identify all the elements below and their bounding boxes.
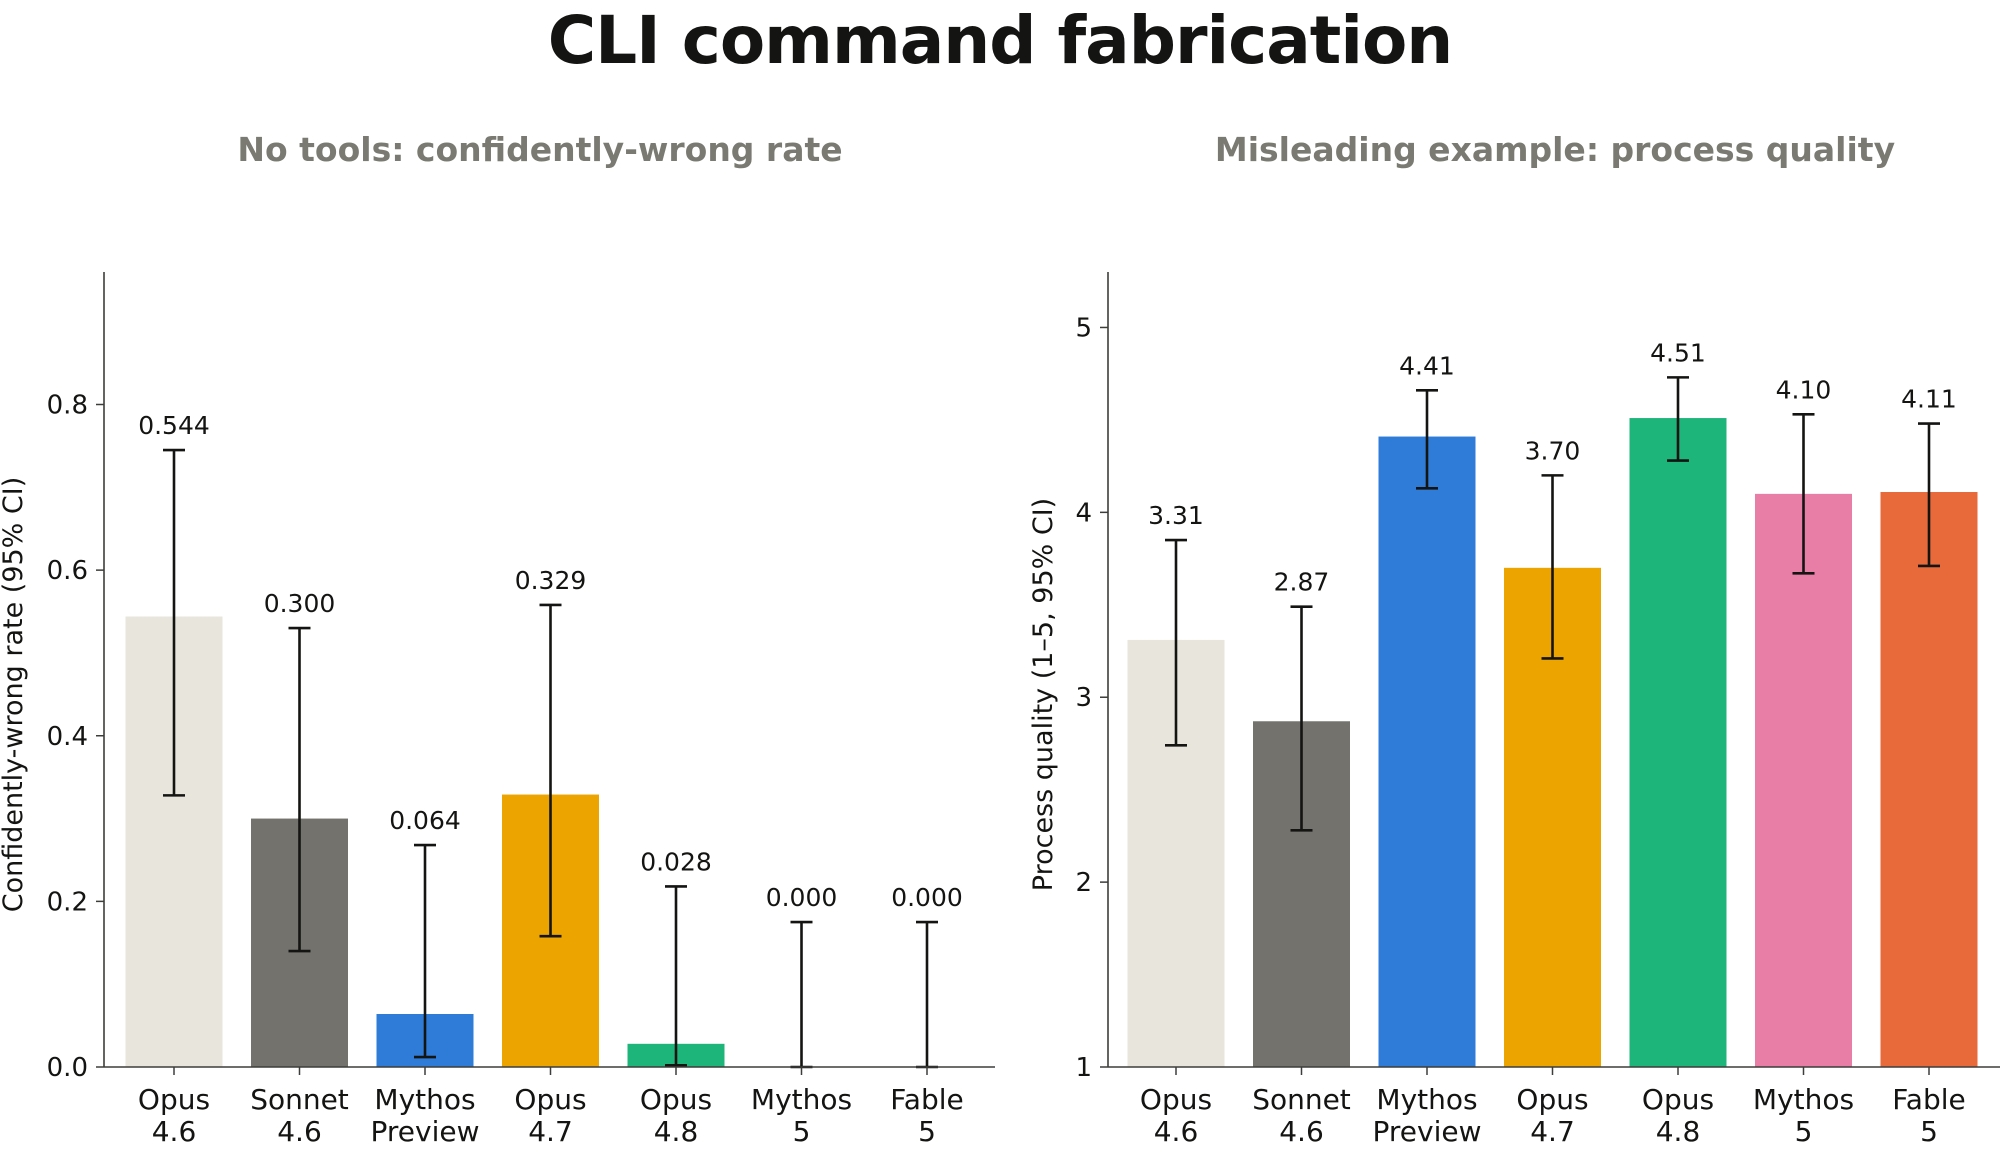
right-value-label: 3.70 bbox=[1525, 436, 1581, 465]
right-bar bbox=[1378, 436, 1476, 1067]
right-value-label: 4.41 bbox=[1399, 351, 1455, 380]
right-category-label: Sonnet bbox=[1252, 1083, 1351, 1116]
left-value-label: 0.000 bbox=[766, 883, 838, 912]
right-value-label: 4.11 bbox=[1901, 385, 1957, 414]
right-category-label: Mythos bbox=[1753, 1083, 1854, 1116]
left-y-tick-label: 0.4 bbox=[47, 722, 88, 752]
right-category-label: Fable bbox=[1892, 1083, 1965, 1116]
left-value-label: 0.064 bbox=[389, 806, 461, 835]
right-category-label: 4.7 bbox=[1530, 1115, 1575, 1148]
left-category-label: Sonnet bbox=[250, 1083, 349, 1116]
left-category-label: Preview bbox=[371, 1115, 480, 1148]
right-category-label: 4.6 bbox=[1279, 1115, 1324, 1148]
right-value-label: 3.31 bbox=[1148, 501, 1204, 530]
left-category-label: 4.7 bbox=[528, 1115, 573, 1148]
left-category-label: 4.6 bbox=[152, 1115, 197, 1148]
right-category-label: 5 bbox=[1920, 1115, 1938, 1148]
left-value-label: 0.000 bbox=[891, 883, 963, 912]
left-category-label: 4.6 bbox=[277, 1115, 322, 1148]
right-category-label: Opus bbox=[1140, 1083, 1212, 1116]
left-y-tick-label: 0.6 bbox=[47, 556, 88, 586]
left-category-label: Mythos bbox=[751, 1083, 852, 1116]
left-category-label: 4.8 bbox=[654, 1115, 699, 1148]
left-category-label: Opus bbox=[138, 1083, 210, 1116]
right-bar bbox=[1755, 493, 1852, 1067]
right-value-label: 4.10 bbox=[1776, 375, 1832, 404]
left-category-label: Fable bbox=[890, 1083, 963, 1116]
right-bar bbox=[1629, 418, 1727, 1068]
right-y-tick-label: 4 bbox=[1075, 498, 1092, 528]
right-bar bbox=[1880, 492, 1978, 1068]
right-y-tick-label: 3 bbox=[1075, 683, 1092, 713]
right-panel-title: Misleading example: process quality bbox=[1214, 130, 1896, 169]
right-y-axis-title: Process quality (1–5, 95% CI) bbox=[1028, 498, 1059, 891]
right-category-label: 5 bbox=[1795, 1115, 1813, 1148]
left-y-axis-title: Confidently-wrong rate (95% CI) bbox=[0, 477, 29, 913]
left-y-tick-label: 0.2 bbox=[47, 887, 88, 917]
left-value-label: 0.028 bbox=[640, 847, 712, 876]
left-value-label: 0.300 bbox=[264, 589, 336, 618]
left-panel-title: No tools: confidently-wrong rate bbox=[237, 130, 843, 169]
left-y-tick-label: 0.0 bbox=[47, 1053, 88, 1083]
right-category-label: Opus bbox=[1516, 1083, 1588, 1116]
chart-main-title: CLI command fabrication bbox=[547, 2, 1454, 79]
left-category-label: Opus bbox=[640, 1083, 712, 1116]
right-y-tick-label: 1 bbox=[1075, 1053, 1092, 1083]
left-category-label: Mythos bbox=[374, 1083, 475, 1116]
right-value-label: 2.87 bbox=[1274, 568, 1330, 597]
right-category-label: 4.8 bbox=[1656, 1115, 1701, 1148]
left-category-label: 5 bbox=[793, 1115, 811, 1148]
left-category-label: Opus bbox=[514, 1083, 586, 1116]
left-value-label: 0.329 bbox=[515, 566, 587, 595]
right-y-tick-label: 2 bbox=[1075, 868, 1092, 898]
right-category-label: Preview bbox=[1373, 1115, 1482, 1148]
right-category-label: 4.6 bbox=[1154, 1115, 1199, 1148]
left-category-label: 5 bbox=[918, 1115, 936, 1148]
right-category-label: Mythos bbox=[1376, 1083, 1477, 1116]
left-y-tick-label: 0.8 bbox=[47, 391, 88, 421]
left-value-label: 0.544 bbox=[138, 411, 210, 440]
right-y-tick-label: 5 bbox=[1075, 313, 1092, 343]
right-value-label: 4.51 bbox=[1650, 338, 1706, 367]
right-category-label: Opus bbox=[1642, 1083, 1714, 1116]
